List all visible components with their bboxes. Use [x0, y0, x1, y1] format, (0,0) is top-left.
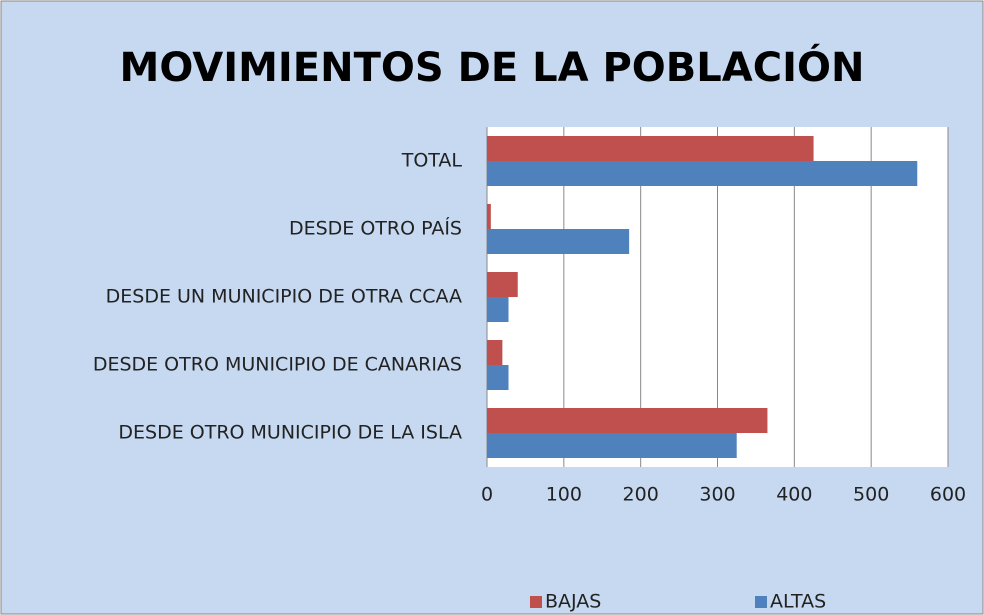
bar — [487, 433, 737, 458]
bar — [487, 136, 814, 161]
bar — [487, 408, 768, 433]
legend-swatch — [755, 596, 767, 608]
x-tick-label: 0 — [481, 484, 493, 506]
bar — [487, 161, 918, 186]
bar — [487, 297, 509, 322]
bar — [487, 204, 491, 229]
legend-swatch — [530, 596, 542, 608]
bar — [487, 272, 518, 297]
legend-label: BAJAS — [545, 591, 601, 613]
x-tick-label: 300 — [699, 484, 735, 506]
y-tick-label: DESDE UN MUNICIPIO DE OTRA CCAA — [106, 286, 462, 308]
x-tick-label: 200 — [623, 484, 659, 506]
bar — [487, 340, 503, 365]
x-tick-label: 600 — [930, 484, 966, 506]
x-tick-label: 400 — [776, 484, 812, 506]
bar — [487, 365, 509, 390]
y-tick-label: DESDE OTRO MUNICIPIO DE CANARIAS — [93, 354, 462, 376]
x-tick-label: 500 — [853, 484, 889, 506]
legend-label: ALTAS — [770, 591, 826, 613]
chart-title: MOVIMIENTOS DE LA POBLACIÓN — [120, 43, 865, 91]
y-tick-label: DESDE OTRO MUNICIPIO DE LA ISLA — [118, 422, 462, 444]
x-tick-label: 100 — [546, 484, 582, 506]
bar — [487, 229, 630, 254]
y-tick-label: TOTAL — [401, 150, 463, 172]
y-tick-label: DESDE OTRO PAÍS — [289, 217, 462, 240]
